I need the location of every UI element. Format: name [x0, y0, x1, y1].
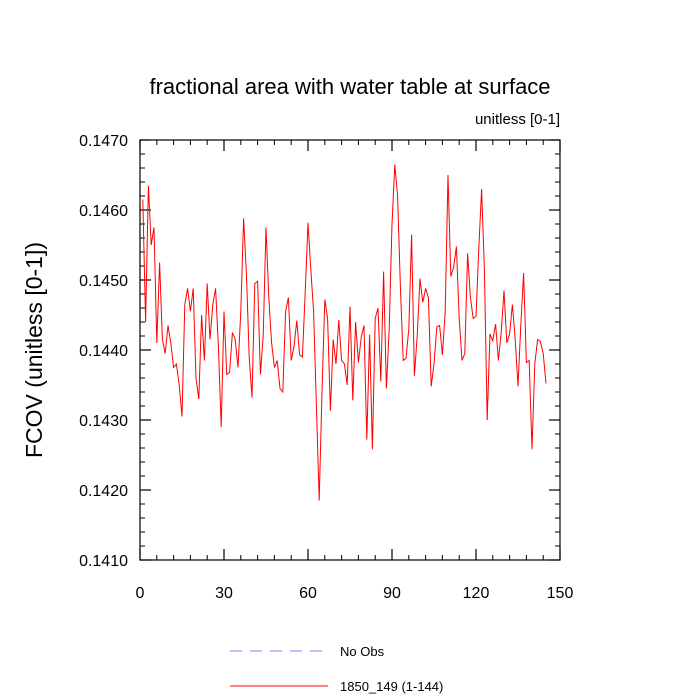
y-tick-label: 0.1410 — [79, 553, 128, 570]
y-tick-label: 0.1460 — [79, 203, 128, 220]
units-label: unitless [0-1] — [475, 111, 560, 128]
legend: No Obs 1850_149 (1-144) — [230, 644, 443, 694]
plot-frame — [139, 139, 561, 561]
y-tick-labels: 0.1410 0.1420 0.1430 0.1440 0.1450 0.1460 0.14… — [79, 133, 128, 570]
major-ticks — [139, 139, 561, 561]
y-axis-label: FCOV (unitless [0-1]) — [21, 242, 47, 458]
x-tick-label: 120 — [463, 585, 490, 602]
x-tick-label: 30 — [215, 585, 233, 602]
legend-label-1850-149: 1850_149 (1-144) — [340, 679, 443, 694]
chart-title: fractional area with water table at surf… — [149, 74, 550, 99]
x-tick-label: 150 — [547, 585, 574, 602]
y-tick-label: 0.1420 — [79, 483, 128, 500]
y-tick-label: 0.1450 — [79, 273, 128, 290]
minor-ticks — [140, 140, 560, 560]
series-line-1850-149 — [142, 164, 547, 501]
legend-label-no-obs: No Obs — [340, 644, 385, 659]
x-tick-label: 0 — [136, 585, 145, 602]
x-tick-labels: 0 30 60 90 120 150 — [136, 585, 574, 602]
y-tick-label: 0.1440 — [79, 343, 128, 360]
y-tick-label: 0.1470 — [79, 133, 128, 150]
x-tick-label: 60 — [299, 585, 317, 602]
y-tick-label: 0.1430 — [79, 413, 128, 430]
x-tick-label: 90 — [383, 585, 401, 602]
